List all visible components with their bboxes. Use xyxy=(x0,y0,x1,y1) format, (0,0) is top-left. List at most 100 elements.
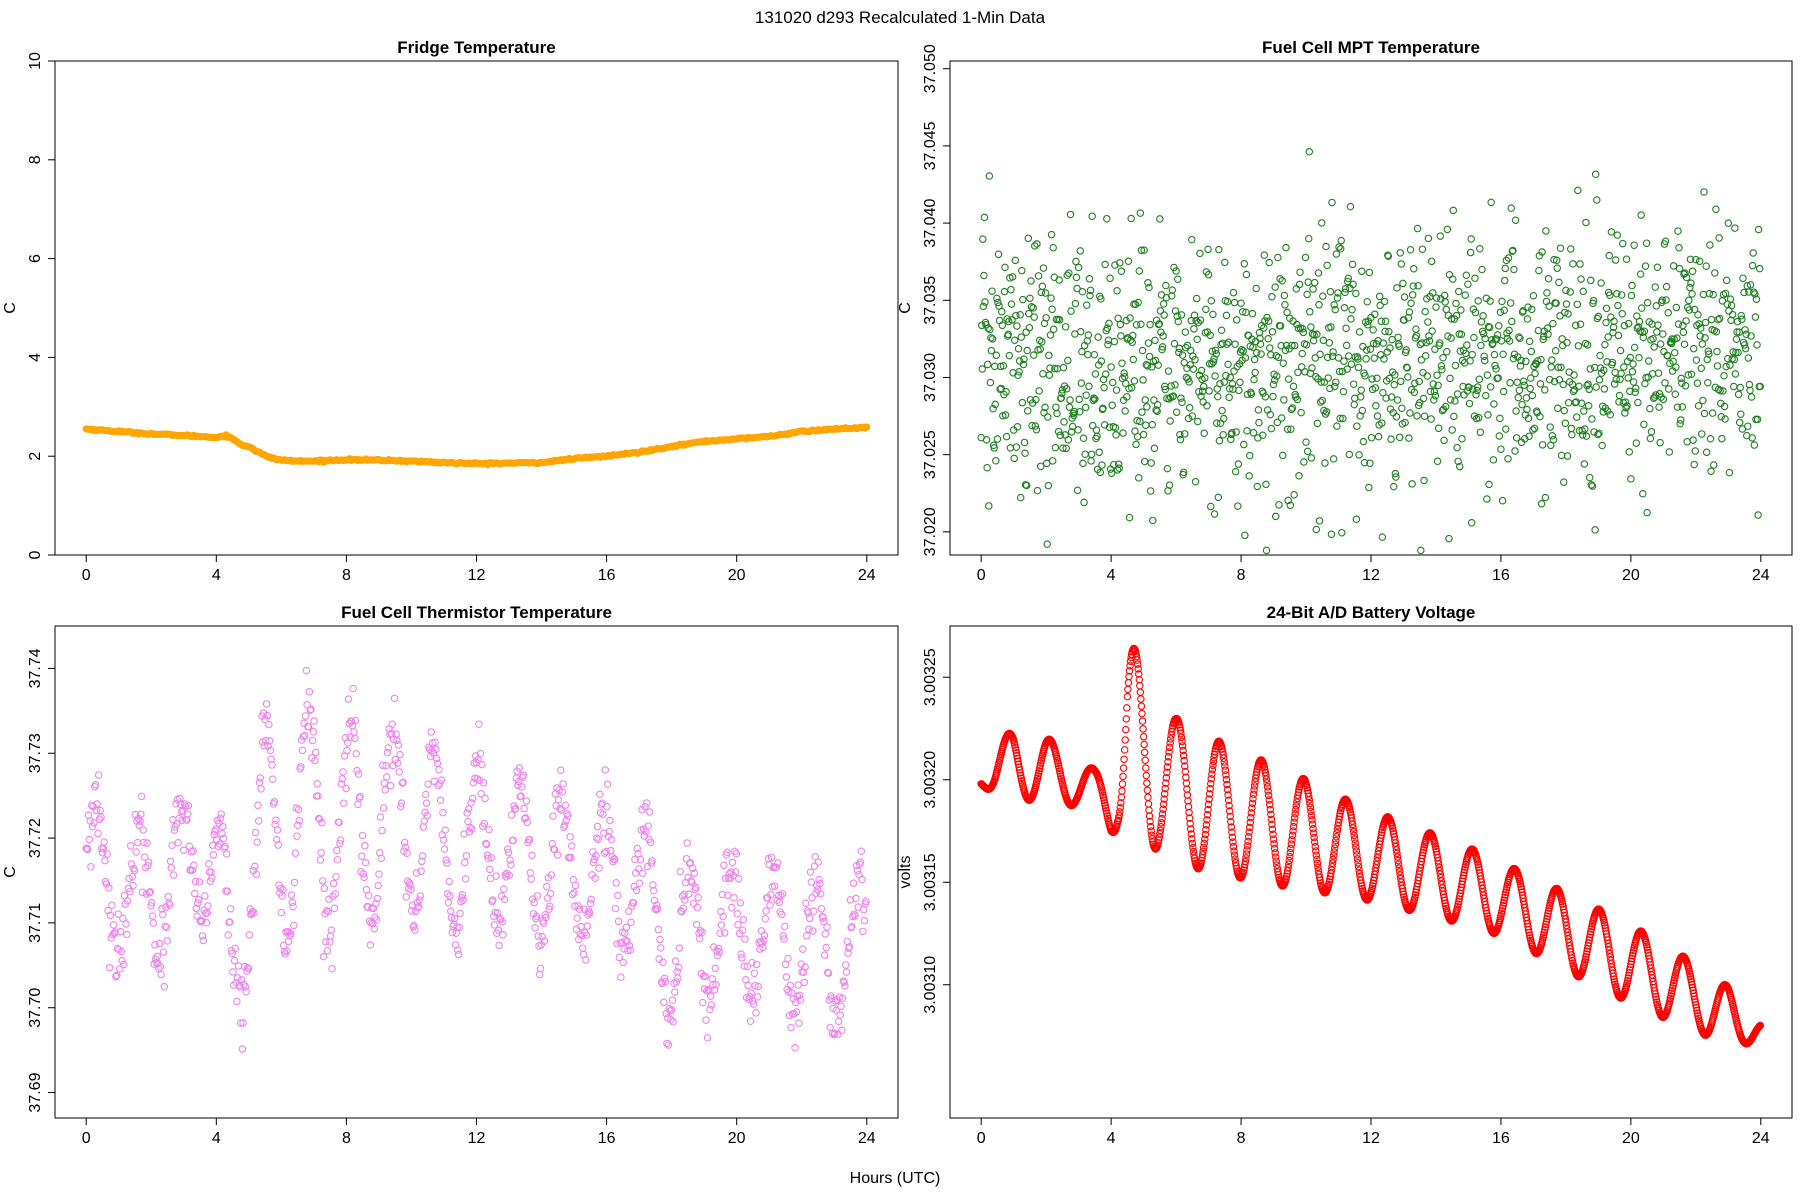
data-point xyxy=(528,851,536,860)
data-point xyxy=(290,878,299,887)
data-point xyxy=(1699,290,1708,299)
data-point xyxy=(594,835,603,843)
data-point xyxy=(1577,399,1586,408)
data-point xyxy=(1686,255,1695,264)
data-point xyxy=(129,881,137,890)
y-tick-label: 37.040 xyxy=(922,199,939,248)
data-point xyxy=(155,939,164,948)
data-point xyxy=(1733,317,1742,326)
data-point xyxy=(1392,846,1401,854)
data-point xyxy=(1118,359,1126,367)
data-point xyxy=(1300,458,1308,466)
data-point xyxy=(583,922,592,930)
data-point xyxy=(859,906,868,914)
data-point xyxy=(1460,866,1469,874)
data-point xyxy=(137,810,145,818)
data-point xyxy=(310,717,318,725)
data-point xyxy=(1067,307,1075,315)
data-point xyxy=(1066,396,1074,404)
data-point xyxy=(1016,769,1024,777)
data-point xyxy=(332,872,340,881)
data-point xyxy=(1241,531,1249,540)
data-point xyxy=(1373,857,1381,865)
data-point xyxy=(1264,317,1273,325)
data-point xyxy=(731,868,740,876)
data-point xyxy=(1720,371,1728,380)
data-point xyxy=(714,944,723,953)
data-point xyxy=(407,885,415,894)
data-point xyxy=(1483,371,1492,379)
data-point xyxy=(466,823,475,832)
data-point xyxy=(1336,245,1345,253)
data-point xyxy=(1228,428,1236,437)
data-point xyxy=(1643,508,1651,517)
data-point xyxy=(1391,469,1400,478)
data-point xyxy=(1223,780,1231,789)
data-point xyxy=(1121,725,1130,734)
data-point xyxy=(1115,811,1123,820)
data-point xyxy=(1038,282,1047,291)
data-point xyxy=(767,891,775,899)
data-point xyxy=(848,922,856,931)
data-point xyxy=(1178,398,1186,407)
data-point xyxy=(987,334,995,342)
data-point xyxy=(1185,403,1194,412)
data-point xyxy=(226,904,235,913)
data-point xyxy=(1679,321,1687,330)
data-point xyxy=(671,988,679,996)
data-point xyxy=(1197,366,1206,375)
data-point xyxy=(1137,702,1146,710)
data-point xyxy=(115,946,123,954)
data-point xyxy=(1454,897,1463,906)
data-point xyxy=(1428,289,1437,297)
data-point xyxy=(483,851,492,860)
data-point xyxy=(157,970,165,979)
data-point xyxy=(1584,939,1593,947)
data-point xyxy=(1506,299,1515,307)
data-point xyxy=(1696,332,1704,340)
data-point xyxy=(1689,436,1697,444)
data-point xyxy=(108,901,116,909)
data-point xyxy=(980,213,989,222)
data-point xyxy=(1156,215,1164,223)
data-point xyxy=(1188,412,1197,420)
data-point xyxy=(1151,336,1159,345)
data-point xyxy=(1617,369,1625,378)
data-point xyxy=(1350,831,1358,840)
data-point xyxy=(525,835,534,844)
data-point xyxy=(1262,480,1270,489)
data-point xyxy=(1534,326,1543,335)
data-point xyxy=(1657,393,1665,401)
data-point xyxy=(293,832,301,840)
data-point xyxy=(1047,294,1055,302)
data-point xyxy=(1354,862,1363,871)
data-point xyxy=(481,794,489,803)
data-point xyxy=(1132,440,1140,449)
data-point xyxy=(559,780,567,788)
data-point xyxy=(1216,379,1224,388)
data-point xyxy=(1494,374,1502,382)
data-point xyxy=(1601,340,1609,349)
chart-title: Fridge Temperature xyxy=(397,38,555,57)
data-point xyxy=(1307,811,1316,820)
data-point xyxy=(1268,825,1277,834)
data-point xyxy=(1415,398,1424,407)
data-point xyxy=(1510,265,1518,274)
data-point xyxy=(329,879,338,888)
data-point xyxy=(741,935,749,943)
data-point xyxy=(1606,291,1614,299)
data-point xyxy=(384,744,393,752)
data-point xyxy=(672,978,681,986)
data-point xyxy=(1462,271,1471,280)
data-point xyxy=(1215,437,1224,445)
data-point xyxy=(613,940,621,948)
data-point xyxy=(985,172,994,180)
data-point xyxy=(984,324,992,332)
data-point xyxy=(1465,399,1474,408)
data-point xyxy=(979,302,988,311)
data-point xyxy=(1466,248,1475,257)
data-point xyxy=(1270,840,1278,848)
data-point xyxy=(1181,762,1189,770)
data-point xyxy=(1740,288,1748,297)
data-point xyxy=(1114,314,1122,323)
